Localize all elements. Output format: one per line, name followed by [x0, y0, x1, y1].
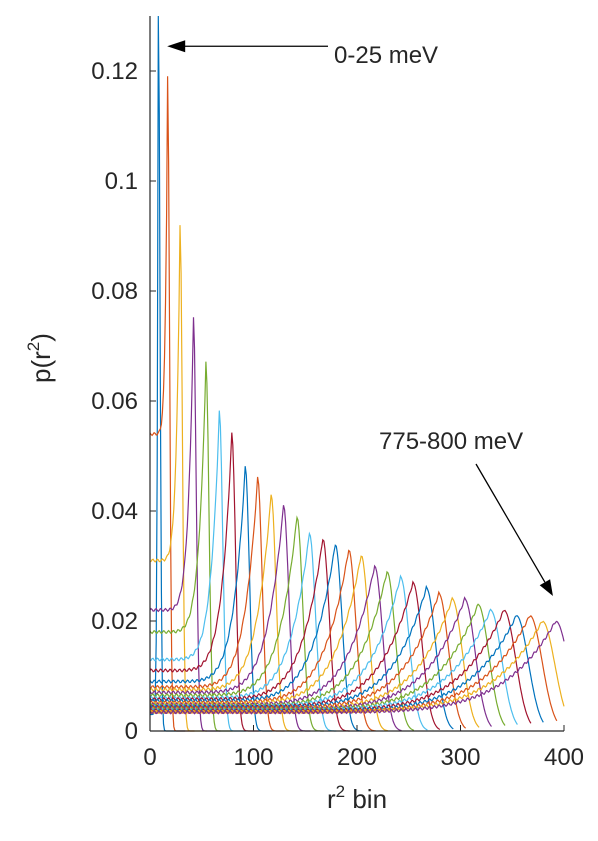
- y-tick-label: 0: [125, 718, 138, 745]
- x-tick-label: 100: [233, 744, 273, 771]
- y-tick-label: 0.02: [91, 608, 138, 635]
- annotation-low-energy: 0-25 meV: [334, 42, 438, 69]
- x-ticks: 0 100 200 300 400: [143, 725, 584, 771]
- series-line: [149, 544, 363, 732]
- y-ticks: 0 0.02 0.04 0.06 0.08 0.1 0.12: [91, 58, 156, 745]
- y-tick-label: 0.1: [105, 168, 138, 195]
- annotation-arrowhead-high-energy: [539, 579, 553, 596]
- x-axis-label: r2 bin: [327, 782, 387, 814]
- y-tick-label: 0.06: [91, 388, 138, 415]
- series-line: [149, 476, 285, 732]
- series-line: [149, 410, 247, 732]
- y-axis-label: p(r2): [24, 333, 56, 383]
- x-tick-label: 200: [337, 744, 377, 771]
- series-line: [149, 531, 337, 732]
- series-line: [149, 538, 350, 732]
- y-tick-label: 0.04: [91, 498, 138, 525]
- series-line: [149, 494, 298, 732]
- series-lines: [149, 15, 565, 732]
- annotation-high-energy: 775-800 meV: [379, 428, 523, 455]
- series-line: [149, 466, 273, 732]
- y-tick-label: 0.08: [91, 278, 138, 305]
- series-line: [149, 620, 565, 715]
- y-tick-label: 0.12: [91, 58, 138, 85]
- annotations: 0-25 meV 775-800 meV: [167, 40, 553, 596]
- annotation-arrow-high-energy: [475, 463, 546, 583]
- axes: [149, 16, 564, 732]
- x-tick-label: 400: [544, 744, 584, 771]
- series-line: [149, 596, 480, 728]
- annotation-arrowhead-low-energy: [167, 40, 186, 53]
- x-tick-label: 0: [143, 744, 156, 771]
- x-tick-label: 300: [440, 744, 480, 771]
- series-line: [149, 505, 311, 732]
- series-line: [149, 609, 532, 724]
